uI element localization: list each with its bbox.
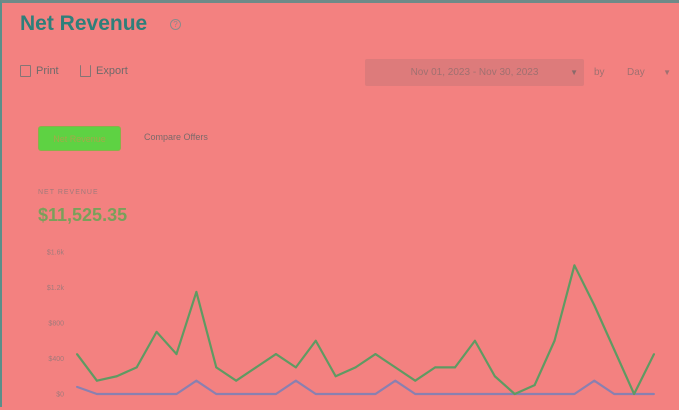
data-point[interactable] [414,393,417,395]
data-point[interactable] [115,393,118,395]
data-point[interactable] [95,393,98,395]
y-tick-label: $800 [48,321,64,328]
series-line-0 [76,264,655,396]
data-point[interactable] [155,330,158,333]
by-label: by [594,67,605,78]
data-point[interactable] [255,366,258,369]
chevron-down-icon: ▼ [663,68,671,77]
data-point[interactable] [573,393,576,395]
data-point[interactable] [533,384,536,387]
data-point[interactable] [434,393,437,395]
tab-net-revenue[interactable]: Net Revenue [38,126,121,151]
data-point[interactable] [76,353,78,356]
data-point[interactable] [653,353,655,356]
data-point[interactable] [593,304,596,307]
export-label: Export [96,65,128,77]
print-icon [20,65,31,77]
y-tick-label: $400 [48,356,64,363]
data-point[interactable] [374,353,377,356]
print-label: Print [36,65,59,77]
data-point[interactable] [274,393,277,395]
data-point[interactable] [533,393,536,395]
data-point[interactable] [215,366,218,369]
data-point[interactable] [473,393,476,395]
data-point[interactable] [454,393,457,395]
data-point[interactable] [294,379,297,382]
data-point[interactable] [235,379,238,382]
revenue-chart: $0 $400 $800 $1.2k $1.6k [47,250,655,399]
data-point[interactable] [493,375,496,378]
metric-label: NET REVENUE [38,189,99,196]
data-point[interactable] [255,393,258,395]
data-point[interactable] [314,339,317,342]
data-point[interactable] [155,393,158,395]
series-line-1 [76,379,654,396]
data-point[interactable] [454,366,457,369]
data-point[interactable] [135,393,138,395]
data-point[interactable] [573,264,576,267]
data-point[interactable] [294,366,297,369]
data-point[interactable] [473,339,476,342]
data-point[interactable] [414,379,417,382]
tab-compare-offers[interactable]: Compare Offers [144,132,208,142]
data-point[interactable] [354,393,357,395]
date-range-select[interactable]: Nov 01, 2023 - Nov 30, 2023 ▼ [365,59,584,86]
data-point[interactable] [593,379,596,382]
data-point[interactable] [653,393,655,395]
granularity-value: Day [627,67,645,78]
data-point[interactable] [334,393,337,395]
data-point[interactable] [394,366,397,369]
granularity-select[interactable]: Day ▼ [619,59,677,86]
data-point[interactable] [334,375,337,378]
print-button[interactable]: Print [20,65,59,77]
data-point[interactable] [215,393,218,395]
page-title: Net Revenue [20,12,148,35]
download-icon [80,65,91,77]
data-point[interactable] [354,366,357,369]
chevron-down-icon: ▼ [570,68,578,77]
data-point[interactable] [76,385,78,388]
data-point[interactable] [175,353,178,356]
data-point[interactable] [175,393,178,395]
data-point[interactable] [235,393,238,395]
data-point[interactable] [374,393,377,395]
data-point[interactable] [115,375,118,378]
export-button[interactable]: Export [80,65,128,77]
data-point[interactable] [434,366,437,369]
data-point[interactable] [95,379,98,382]
question-circle-icon[interactable]: ? [170,19,181,30]
metric-value: $11,525.35 [38,205,128,225]
data-point[interactable] [493,393,496,395]
data-point[interactable] [314,393,317,395]
data-point[interactable] [195,290,198,293]
data-point[interactable] [195,379,198,382]
y-tick-label: $1.2k [47,285,65,292]
date-range-value: Nov 01, 2023 - Nov 30, 2023 [410,67,539,78]
data-point[interactable] [633,393,636,395]
data-point[interactable] [274,353,277,356]
y-tick-label: $1.6k [47,250,65,257]
data-point[interactable] [513,393,516,395]
data-point[interactable] [613,393,616,395]
data-point[interactable] [553,339,556,342]
data-point[interactable] [135,366,138,369]
data-point[interactable] [553,393,556,395]
data-point[interactable] [613,348,616,351]
data-point[interactable] [394,379,397,382]
y-tick-label: $0 [56,392,64,399]
